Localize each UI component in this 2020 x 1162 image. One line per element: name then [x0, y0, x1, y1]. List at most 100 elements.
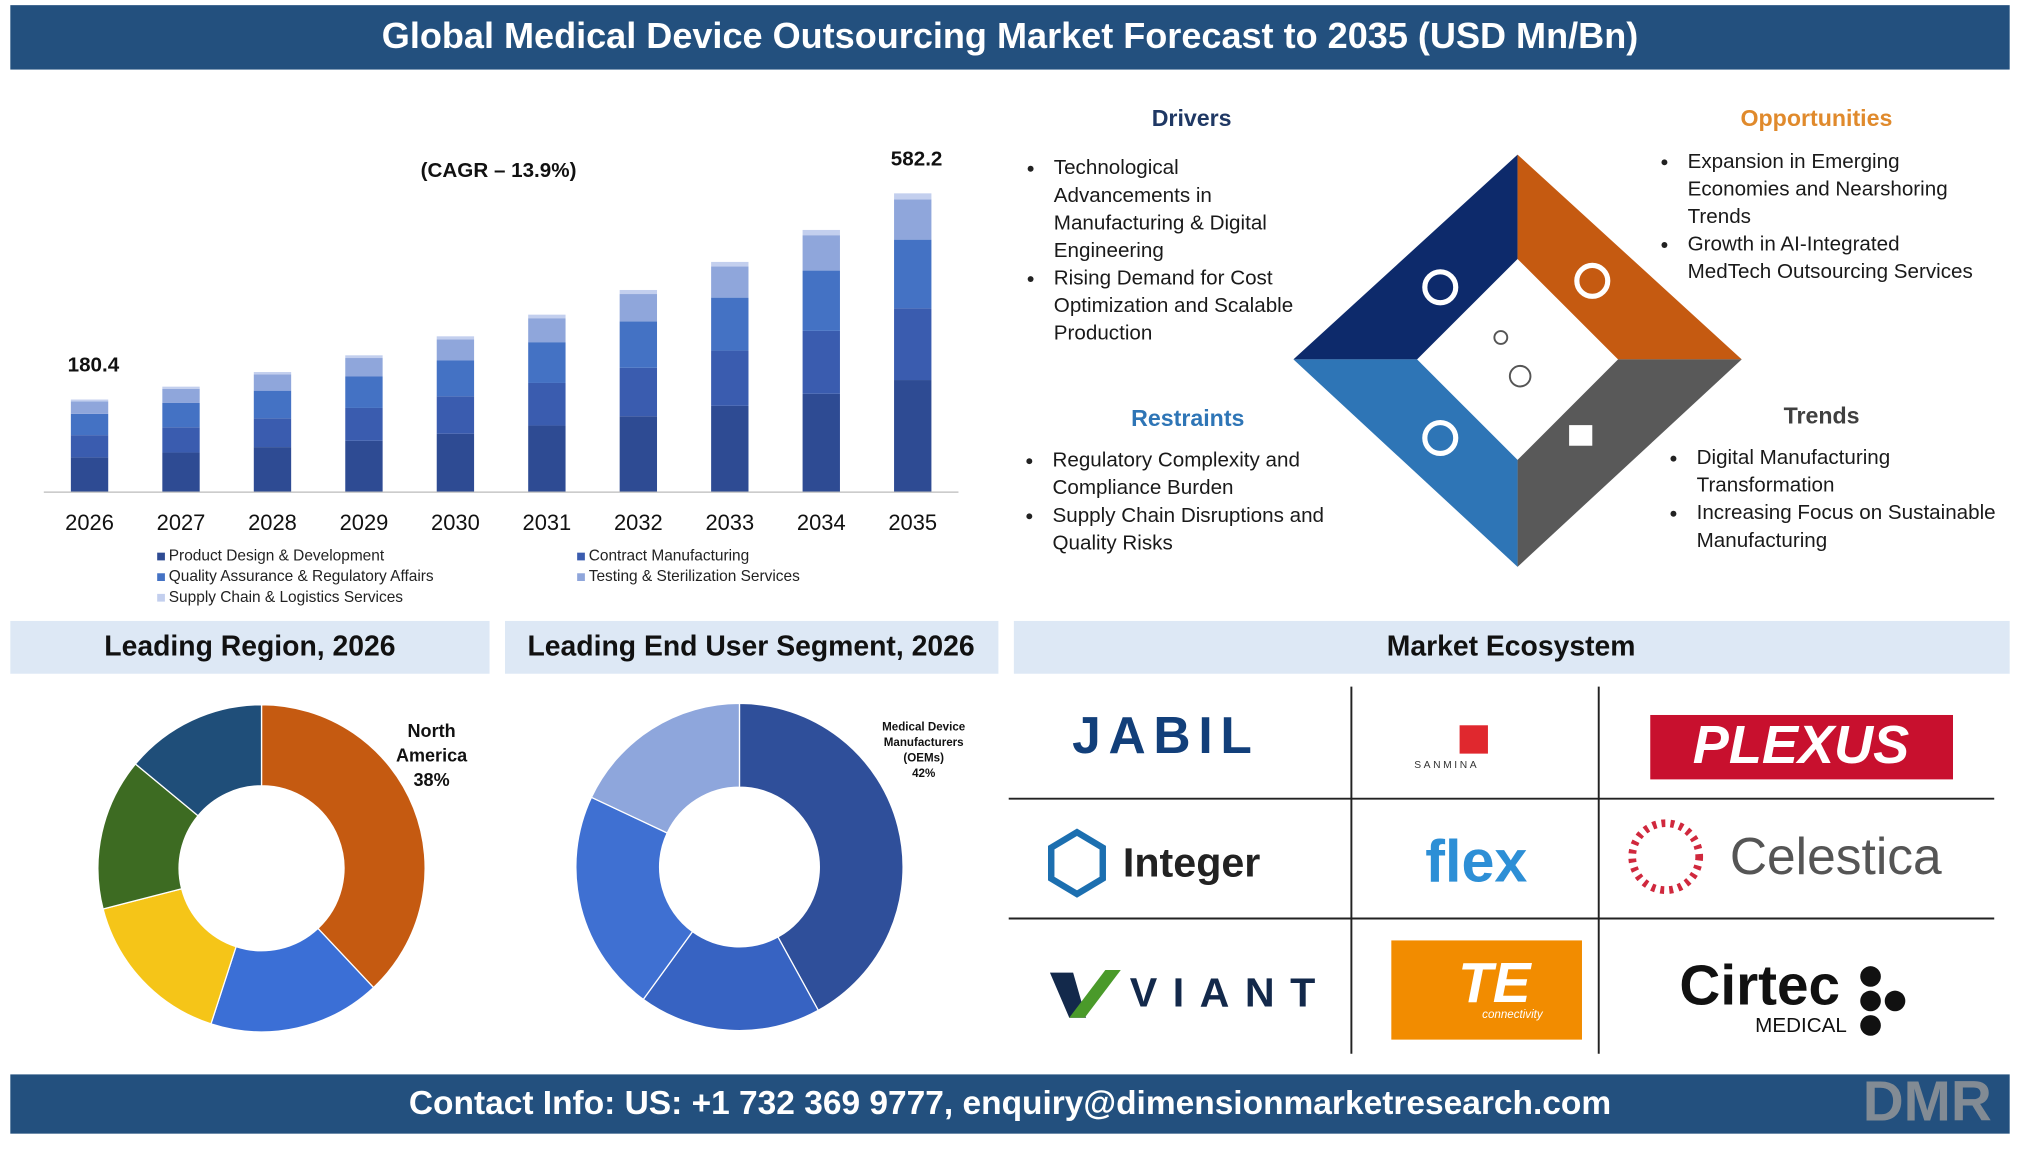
x-tick-label: 2032 — [614, 510, 663, 535]
bar-segment — [711, 266, 749, 298]
bar-segment — [894, 199, 932, 240]
donut-slice — [134, 704, 263, 817]
icon — [1508, 364, 1532, 388]
x-tick-label: 2030 — [431, 510, 480, 535]
logo-box — [1650, 714, 1953, 780]
bar-segment — [345, 355, 383, 359]
x-tick-label: 2035 — [888, 510, 937, 535]
panel-header — [1013, 620, 2010, 674]
legend-swatch — [577, 552, 585, 561]
quadrant — [1293, 154, 1518, 360]
annotation: (CAGR – 13.9%) — [421, 159, 577, 182]
bar-segment — [528, 382, 566, 426]
logo-icon — [1048, 828, 1106, 898]
bar-segment — [70, 435, 109, 458]
bar-segment — [619, 289, 658, 295]
legend-swatch — [577, 573, 585, 581]
dot — [1884, 990, 1906, 1012]
center — [1417, 258, 1619, 460]
bullet-line: Regulatory Complexity and — [1053, 449, 1300, 472]
bar-segment — [528, 342, 566, 383]
slice-label: Medical Device Manufacturers (OEMs) 42% — [882, 720, 966, 780]
bullet-line: Economies and Nearshoring — [1688, 177, 1948, 200]
category: Medical Device Manufacturers (OEMs) — [882, 720, 966, 765]
bar-segment — [619, 416, 658, 493]
bar-segment — [436, 336, 475, 340]
bar-segment — [436, 433, 475, 493]
quadrant — [1517, 154, 1742, 360]
icon — [1422, 419, 1459, 457]
x-tick-label: 2033 — [705, 510, 754, 535]
bar-segment — [528, 318, 566, 343]
annotation: 582.2 — [891, 147, 943, 170]
bullet-line: Technological — [1054, 156, 1179, 179]
section-title: Drivers — [1152, 105, 1232, 131]
bar-segment — [253, 418, 292, 448]
bullet-dot — [1027, 276, 1034, 282]
x-tick-label: 2027 — [157, 510, 206, 535]
bar-segment — [894, 193, 932, 200]
donut-slice — [590, 702, 741, 834]
header-bar — [10, 5, 2010, 70]
bullet-dot — [1670, 510, 1677, 517]
bar-segment — [162, 402, 200, 428]
bar-segment — [802, 235, 840, 271]
donut-slice — [738, 702, 904, 1012]
panel-title: Leading End User Segment, 2026 — [528, 630, 975, 662]
logo-box — [1391, 940, 1582, 1040]
bar-segment — [528, 425, 566, 493]
bar-segment — [802, 330, 840, 394]
bullet-line: Manufacturing & Digital — [1054, 211, 1267, 234]
x-tick-label: 2029 — [340, 510, 389, 535]
page-title: Global Medical Device Outsourcing Market… — [382, 15, 1638, 56]
bar-segment — [162, 388, 200, 403]
diamond — [1293, 154, 1742, 567]
bar-segment — [162, 427, 200, 453]
bullet-dot — [1661, 159, 1668, 166]
bullet-line: Digital Manufacturing — [1697, 446, 1891, 469]
bullet-line: Growth in AI-Integrated — [1688, 232, 1900, 255]
bullet-dot — [1670, 455, 1677, 462]
panel-title: Leading Region, 2026 — [104, 630, 395, 662]
bar-segment — [162, 452, 200, 493]
slice-label-box: North America 38% — [386, 719, 476, 792]
bullet-line: Optimization and Scalable — [1054, 294, 1293, 317]
logo-icon — [1069, 970, 1121, 1018]
bullet-line: Production — [1054, 322, 1153, 345]
x-tick-label: 2034 — [797, 510, 846, 535]
footer-logo: DMR — [1863, 1070, 1992, 1133]
logo: TE — [1458, 952, 1533, 1015]
bar-segment — [345, 407, 383, 441]
donut-slice — [575, 796, 694, 1001]
bullet-dot — [1027, 165, 1034, 172]
x-tick-label: 2026 — [65, 510, 114, 535]
bar-segment — [253, 374, 292, 391]
value-label: 38% — [413, 768, 450, 790]
bar-segment — [436, 396, 475, 434]
bar-segment — [711, 350, 749, 406]
icon — [1422, 269, 1459, 306]
bullet-line: Increasing Focus on Sustainable — [1697, 501, 1996, 524]
logo: Cirtec — [1679, 954, 1840, 1017]
bar-segment — [802, 270, 840, 331]
bar-segment — [253, 447, 292, 493]
section-title: Trends — [1784, 403, 1860, 429]
panel-title: Market Ecosystem — [1387, 630, 1636, 662]
legend-swatch — [157, 552, 165, 561]
bar-segment — [436, 360, 475, 397]
logo-icon — [1628, 819, 1704, 895]
logo-icon — [1860, 966, 1906, 1036]
dot — [1860, 1015, 1881, 1036]
bar-segment — [619, 367, 658, 417]
donut-slice — [642, 930, 820, 1032]
bar-segment — [894, 239, 932, 309]
bullet-line: Engineering — [1054, 239, 1164, 262]
bar-segment — [711, 261, 749, 267]
bullet-line: Supply Chain Disruptions and — [1053, 504, 1325, 527]
annotation: 180.4 — [68, 353, 120, 376]
bar-segment — [345, 440, 383, 493]
bullet-line: MedTech Outsourcing Services — [1688, 260, 1973, 283]
section-title: Opportunities — [1740, 105, 1892, 131]
